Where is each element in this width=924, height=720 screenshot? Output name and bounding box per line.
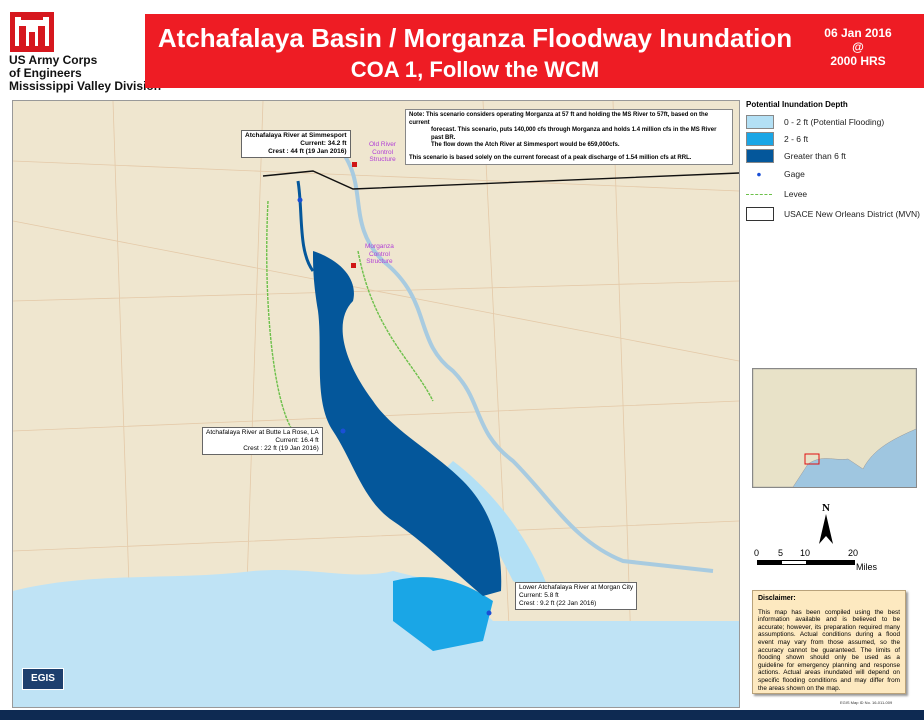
- legend-title: Potential Inundation Depth: [746, 100, 848, 109]
- gage-callout: Atchafalaya River at Butte La Rose, LA C…: [202, 427, 323, 455]
- date: 06 Jan 2016: [824, 26, 892, 40]
- morganza-structure-label: Morganza Control Structure: [365, 243, 394, 265]
- time: 2000 HRS: [830, 54, 886, 68]
- deep-flooding: [313, 251, 502, 596]
- disclaimer-title: Disclaimer:: [758, 595, 796, 602]
- swatch-0-2ft: [746, 114, 774, 129]
- legend-item: 2 - 6 ft: [746, 130, 924, 147]
- swatch-over-6ft: [746, 148, 774, 163]
- title-banner: Atchafalaya Basin / Morganza Floodway In…: [145, 14, 924, 88]
- legend-item: 0 - 2 ft (Potential Flooding): [746, 113, 924, 130]
- map-id: EGIS Map ID No. 16-011-009: [840, 700, 893, 705]
- scenario-note: Note: This scenario considers operating …: [405, 109, 733, 165]
- gage-crest: Crest : 44 ft (19 Jan 2016): [268, 148, 347, 155]
- gage-current: Current: 34.2 ft: [300, 140, 347, 147]
- district-outline-icon: [746, 207, 774, 221]
- gulf-water: [13, 569, 739, 707]
- north-label: N: [822, 502, 830, 514]
- date-time: 06 Jan 2016 @ 2000 HRS: [813, 26, 903, 68]
- levee-line-icon: [746, 193, 772, 195]
- disclaimer-text: This map has been compiled using the bes…: [758, 608, 900, 692]
- gage-callout: Lower Atchafalaya River at Morgan City C…: [515, 582, 638, 610]
- north-arrow-icon: [819, 514, 833, 544]
- gage-morgan-city[interactable]: [486, 610, 492, 616]
- old-river-structure-label: Old River Control Structure: [369, 141, 397, 163]
- atchafalaya-river: [296, 180, 315, 272]
- usace-castle-logo: [10, 12, 54, 52]
- scale-tick: 10: [800, 548, 811, 558]
- gage-dot-icon: ●: [756, 169, 762, 179]
- scale-tick: 20: [848, 548, 859, 558]
- levee: [266, 200, 434, 432]
- disclaimer-box: Disclaimer: This map has been compiled u…: [752, 590, 906, 694]
- gage-name: Atchafalaya River at Simmesport: [245, 132, 347, 139]
- note-line: Note: This scenario considers operating …: [409, 112, 709, 126]
- scale-bar-graphic: [757, 560, 855, 565]
- north-arrow: N: [815, 502, 837, 546]
- district-boundary: [262, 170, 739, 190]
- legend-item: Greater than 6 ft: [746, 147, 924, 164]
- gage-name: Atchafalaya River at Butte La Rose, LA: [206, 429, 319, 436]
- note-line: forecast. This scenario, puts 140,000 cf…: [431, 127, 717, 141]
- locator-inset-map: [752, 368, 917, 488]
- gage-current: Current: 16.4 ft: [275, 437, 319, 444]
- gage-name: Lower Atchafalaya River at Morgan City: [519, 584, 634, 591]
- org-line: US Army Corps: [9, 53, 98, 67]
- inundation-map[interactable]: Note: This scenario considers operating …: [12, 100, 740, 708]
- footer-bar: [0, 710, 924, 720]
- legend-item: USACE New Orleans District (MVN): [746, 204, 924, 224]
- at-sign: @: [852, 40, 864, 54]
- scale-tick: 0: [754, 548, 760, 558]
- organization-name: US Army Corps of Engineers Mississippi V…: [9, 54, 161, 93]
- org-line: of Engineers: [9, 66, 82, 80]
- note-line: This scenario is based solely on the cur…: [409, 154, 692, 161]
- legend: Potential Inundation Depth 0 - 2 ft (Pot…: [746, 100, 924, 224]
- mississippi-river: [331, 139, 714, 573]
- legend-item: Levee: [746, 184, 924, 204]
- page-title: Atchafalaya Basin / Morganza Floodway In…: [157, 23, 793, 53]
- gage-crest: Crest : 9.2 ft (22 Jan 2016): [519, 600, 597, 607]
- page-subtitle: COA 1, Follow the WCM: [350, 57, 600, 82]
- gage-crest: Crest : 22 ft (19 Jan 2016): [243, 445, 319, 452]
- map-canvas: [13, 101, 739, 707]
- legend-item: ● Gage: [746, 164, 924, 184]
- scale-unit: Miles: [856, 562, 878, 572]
- shallow-flooding: [393, 577, 493, 651]
- gage-simmesport[interactable]: [297, 197, 303, 203]
- egis-logo: EGIS: [22, 668, 64, 690]
- scale-tick: 5: [778, 548, 784, 558]
- old-river-structure-marker[interactable]: [352, 162, 357, 167]
- morganza-structure-marker[interactable]: [351, 263, 356, 268]
- swatch-2-6ft: [746, 131, 774, 146]
- gage-current: Current: 5.8 ft: [519, 592, 559, 599]
- org-line: Mississippi Valley Division: [9, 79, 162, 93]
- gage-butte-la-rose[interactable]: [340, 428, 346, 434]
- scale-bar: 0 5 10 20 Miles: [752, 548, 882, 574]
- gage-callout: Atchafalaya River at Simmesport Current:…: [241, 130, 351, 158]
- note-line: The flow down the Atch River at Simmespo…: [431, 142, 620, 148]
